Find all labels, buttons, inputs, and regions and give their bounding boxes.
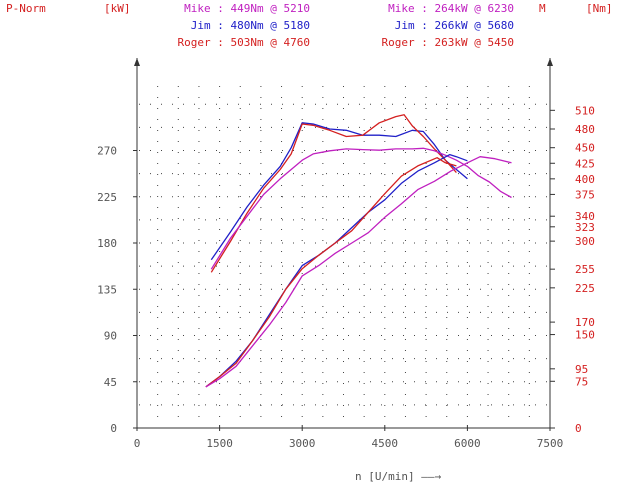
y-tick-label-right: 150	[575, 329, 595, 342]
y-tick-label-right: 400	[575, 173, 595, 186]
y-tick-label-right: 375	[575, 188, 595, 201]
series-line-roger-power	[205, 157, 457, 388]
power-peak-mike: Mike : 264kW @ 6230	[388, 2, 514, 15]
y-tick-label-left: 135	[97, 283, 117, 296]
series-line-roger-torque	[210, 114, 457, 273]
x-tick-label: 4500	[372, 437, 399, 450]
y-tick-label-right: 323	[575, 221, 595, 234]
x-tick-label: 1500	[206, 437, 233, 450]
y-tick-label-left: 270	[97, 145, 117, 158]
y-tick-label-left: 225	[97, 191, 117, 204]
y-tick-label-right: 450	[575, 142, 595, 155]
x-tick-label: 6000	[454, 437, 481, 450]
y-tick-label-right: 255	[575, 263, 595, 276]
right-axis-arrow	[547, 58, 553, 66]
torque-peak-roger: Roger : 503Nm @ 4760	[177, 36, 310, 49]
y-tick-label-right: 480	[575, 123, 595, 136]
torque-peak-mike: Mike : 449Nm @ 5210	[184, 2, 310, 15]
right-axis-unit: [Nm]	[586, 2, 613, 15]
series-line-jim-torque	[210, 122, 468, 261]
y-tick-label-left: 180	[97, 237, 117, 250]
x-tick-label: 7500	[537, 437, 564, 450]
x-tick-label: 3000	[289, 437, 316, 450]
y-tick-label-right: 425	[575, 157, 595, 170]
y-tick-label-right: 225	[575, 282, 595, 295]
series-line-mike-power	[205, 156, 512, 388]
series-line-mike-torque	[210, 147, 512, 270]
y-tick-label-left: 90	[104, 330, 117, 343]
y-tick-label-right: 510	[575, 104, 595, 117]
power-peak-roger: Roger : 263kW @ 5450	[381, 36, 514, 49]
x-axis-label: n [U/min] ——→	[355, 470, 441, 483]
y-tick-label-right: 300	[575, 235, 595, 248]
y-tick-label-left: 0	[110, 422, 117, 435]
left-axis-arrow	[134, 58, 140, 66]
y-tick-label-right: 340	[575, 210, 595, 223]
y-tick-label-right: 170	[575, 316, 595, 329]
y-tick-label-right: 75	[575, 375, 588, 388]
torque-peak-jim: Jim : 480Nm @ 5180	[190, 19, 310, 32]
x-tick-label: 0	[134, 437, 141, 450]
y-tick-label-right: 95	[575, 363, 588, 376]
left-axis-unit: [kW]	[104, 2, 131, 15]
right-axis-title: M	[539, 2, 546, 15]
left-axis-title: P-Norm	[6, 2, 46, 15]
y-tick-label-right: 0	[575, 422, 582, 435]
power-peak-jim: Jim : 266kW @ 5680	[394, 19, 514, 32]
y-tick-label-left: 45	[104, 376, 117, 389]
